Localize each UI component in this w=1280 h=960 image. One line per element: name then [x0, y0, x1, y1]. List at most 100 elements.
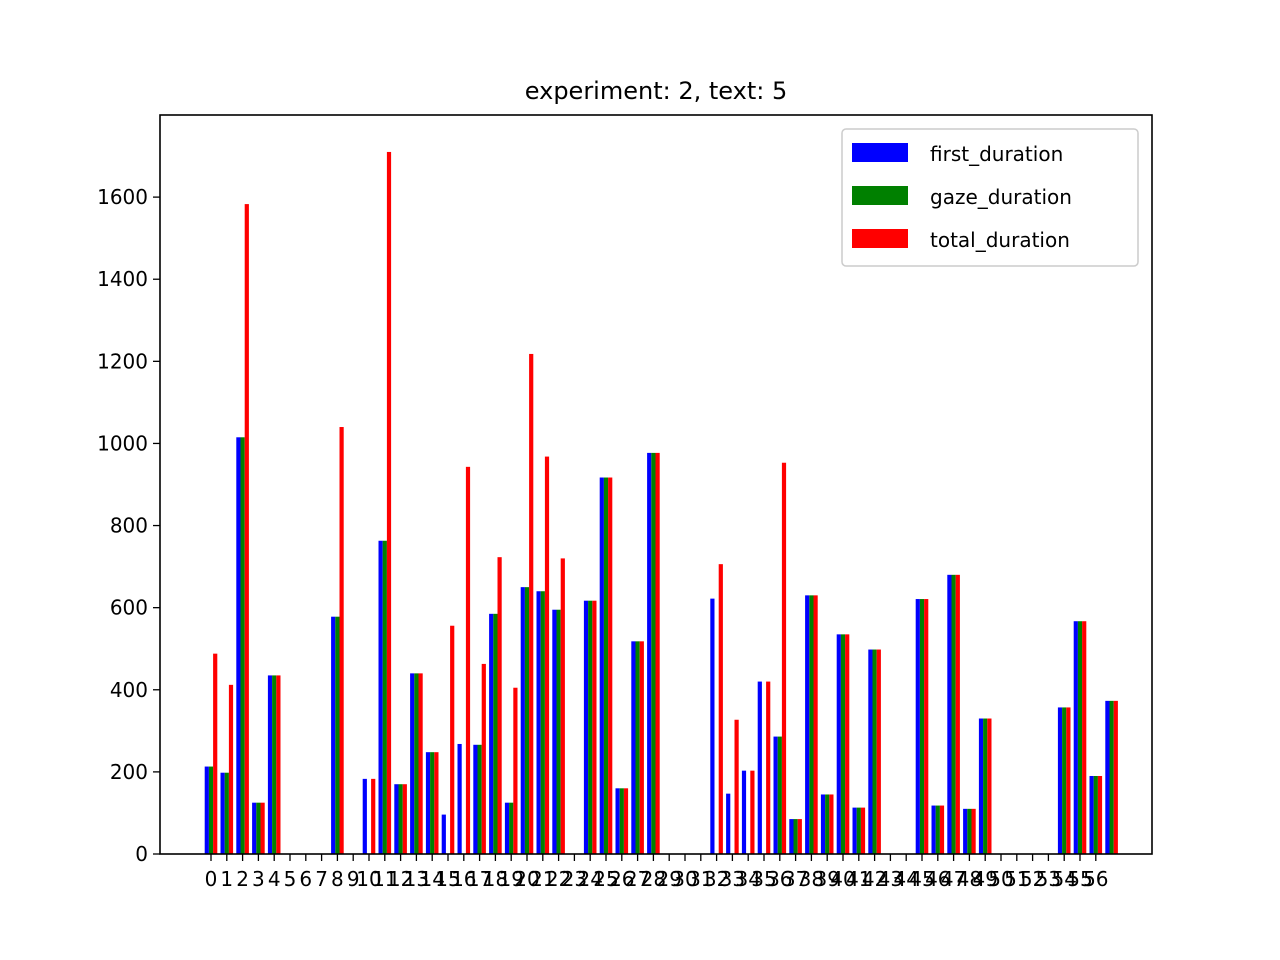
bar-total-duration-27 — [639, 641, 644, 854]
legend-swatch-total-duration — [852, 229, 908, 248]
x-tick-label-5: 5 — [284, 867, 297, 891]
x-tick-label-56: 56 — [1083, 867, 1108, 891]
x-tick-label-45: 45 — [909, 867, 934, 891]
x-tick-label-10: 10 — [356, 867, 381, 891]
bar-total-duration-11 — [386, 151, 392, 854]
x-tick-label-33: 33 — [720, 867, 745, 891]
bar-first-duration-38 — [805, 595, 810, 854]
x-tick-label-32: 32 — [704, 867, 729, 891]
bar-total-duration-1 — [228, 684, 234, 854]
bar-first-duration-17 — [473, 744, 478, 854]
x-tick-label-4: 4 — [268, 867, 281, 891]
bar-first-duration-37 — [789, 819, 794, 854]
y-tick-label-400: 400 — [110, 678, 148, 702]
bar-first-duration-48 — [963, 808, 968, 854]
bar-total-duration-21 — [544, 456, 550, 854]
bar-total-duration-15 — [450, 625, 455, 854]
bar-gaze-duration-48 — [967, 808, 972, 854]
x-tick-label-21: 21 — [530, 867, 555, 891]
y-tick-label-200: 200 — [110, 760, 148, 784]
bar-total-duration-4 — [276, 675, 281, 854]
bar-total-duration-2 — [244, 204, 249, 855]
bar-first-duration-40 — [836, 634, 841, 854]
bar-first-duration-34 — [741, 770, 747, 854]
bar-first-duration-55 — [1073, 621, 1078, 854]
bar-first-duration-33 — [726, 793, 731, 854]
legend-swatch-gaze-duration — [852, 186, 908, 205]
bar-total-duration-8 — [339, 427, 344, 854]
bar-gaze-duration-22 — [556, 609, 561, 854]
x-tick-label-47: 47 — [941, 867, 966, 891]
bar-gaze-duration-47 — [951, 574, 956, 854]
bar-first-duration-39 — [820, 794, 826, 854]
x-tick-label-29: 29 — [656, 867, 681, 891]
y-tick-label-0: 0 — [135, 842, 148, 866]
x-tick-label-17: 17 — [467, 867, 492, 891]
plot-frame — [159, 114, 1153, 855]
x-tick-label-55: 55 — [1067, 867, 1092, 891]
x-tick-label-43: 43 — [878, 867, 903, 891]
legend-swatch-first-duration — [852, 143, 908, 162]
bar-gaze-duration-17 — [477, 744, 482, 854]
bar-gaze-duration-8 — [335, 616, 340, 854]
x-tick-label-8: 8 — [331, 867, 344, 891]
bar-gaze-duration-27 — [635, 641, 640, 854]
x-tick-label-39: 39 — [814, 867, 839, 891]
bar-gaze-duration-3 — [256, 802, 261, 854]
bar-gaze-duration-56 — [1093, 775, 1098, 854]
x-tick-label-1: 1 — [220, 867, 233, 891]
x-tick-label-26: 26 — [609, 867, 634, 891]
y-tick-label-1400: 1400 — [97, 267, 148, 291]
x-axis: 0 1 2 3 4 5 6 7 8 9101112131415161718192021222324… — [205, 854, 1109, 891]
bar-gaze-duration-40 — [840, 634, 846, 854]
bar-total-duration-39 — [829, 794, 834, 854]
x-tick-label-49: 49 — [972, 867, 997, 891]
bar-total-duration-49 — [987, 718, 992, 854]
bar-gaze-duration-13 — [414, 673, 419, 854]
bar-total-duration-16 — [465, 466, 471, 854]
bar-total-duration-45 — [924, 599, 929, 854]
x-tick-label-18: 18 — [483, 867, 508, 891]
x-tick-label-0: 0 — [205, 867, 218, 891]
bar-total-duration-3 — [260, 802, 265, 854]
bar-gaze-duration-1 — [224, 772, 229, 854]
legend-label-total-duration: total_duration — [930, 228, 1070, 252]
bar-first-duration-10 — [362, 778, 367, 854]
bar-first-duration-4 — [267, 675, 273, 854]
y-axis: 0 200 400 600 800 1000 1200 1400 1600 — [97, 185, 160, 866]
bar-first-duration-18 — [489, 613, 494, 854]
bar-first-duration-42 — [868, 649, 873, 854]
bar-total-duration-25 — [608, 477, 613, 854]
bar-total-duration-38 — [813, 595, 818, 854]
x-tick-label-23: 23 — [562, 867, 587, 891]
x-tick-label-31: 31 — [688, 867, 713, 891]
bar-first-duration-13 — [410, 673, 415, 854]
x-tick-label-9: 9 — [347, 867, 360, 891]
bar-gaze-duration-2 — [240, 437, 245, 854]
bar-gaze-duration-25 — [603, 477, 609, 854]
bar-total-duration-14 — [434, 752, 439, 854]
bar-gaze-duration-20 — [524, 587, 530, 854]
bar-total-duration-54 — [1066, 707, 1071, 854]
bar-total-duration-47 — [955, 574, 960, 854]
x-tick-label-36: 36 — [767, 867, 792, 891]
bar-first-duration-12 — [394, 784, 399, 854]
x-tick-label-38: 38 — [799, 867, 824, 891]
bar-first-duration-undefined — [1105, 700, 1110, 854]
bar-gaze-duration-26 — [619, 788, 624, 854]
bar-first-duration-54 — [1057, 707, 1063, 854]
x-tick-label-3: 3 — [252, 867, 265, 891]
bar-gaze-duration-14 — [430, 752, 435, 854]
bar-gaze-duration-12 — [398, 784, 403, 854]
bar-first-duration-15 — [441, 814, 446, 854]
bar-gaze-duration-21 — [540, 591, 545, 854]
x-tick-label-48: 48 — [957, 867, 982, 891]
bar-gaze-duration-36 — [777, 736, 782, 854]
x-tick-label-19: 19 — [498, 867, 523, 891]
bar-gaze-duration-37 — [793, 819, 798, 854]
legend-label-gaze-duration: gaze_duration — [930, 185, 1072, 209]
x-tick-label-44: 44 — [893, 867, 918, 891]
y-tick-label-800: 800 — [110, 514, 148, 538]
bar-first-duration-21 — [536, 591, 541, 854]
x-tick-label-50: 50 — [988, 867, 1013, 891]
